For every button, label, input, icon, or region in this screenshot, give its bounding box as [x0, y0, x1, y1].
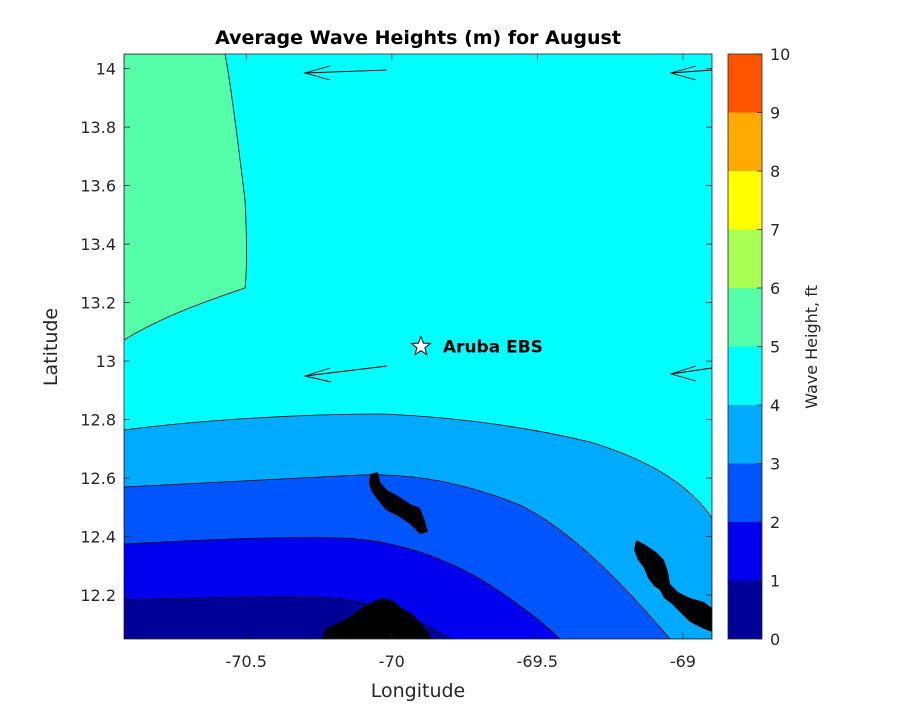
y-tick-label: 12.2: [80, 586, 116, 605]
y-tick-label: 12.8: [80, 411, 116, 430]
colorbar-band: [728, 112, 762, 171]
y-axis-label: Latitude: [40, 308, 62, 386]
x-axis: -70.5 -70 -69.5 -69: [226, 54, 696, 671]
colorbar-tick-label: 3: [770, 455, 780, 474]
colorbar-tick-label: 1: [770, 572, 780, 591]
y-tick-label: 13: [96, 352, 116, 371]
y-tick-label: 12.4: [80, 528, 116, 547]
direction-arrow: [669, 365, 712, 382]
colorbar-tick-label: 4: [770, 396, 780, 415]
contour-plot: [124, 54, 712, 639]
colorbar-tick-label: 8: [770, 162, 780, 181]
direction-arrow: [669, 65, 712, 81]
colorbar-label: Wave Height, ft: [802, 285, 821, 409]
direction-arrows: [303, 65, 712, 383]
x-tick-label: -70.5: [226, 652, 267, 671]
mainland-coast: [322, 598, 432, 639]
y-tick-label: 14: [96, 60, 116, 79]
colorbar-tick-label: 6: [770, 279, 780, 298]
colorbar-band: [728, 405, 762, 464]
band-5-6: [124, 54, 247, 341]
colorbar-band: [728, 229, 762, 288]
colorbar-tick-label: 7: [770, 221, 780, 240]
direction-arrow: [303, 65, 388, 81]
colorbar-band: [728, 463, 762, 522]
colorbar-band: [728, 54, 762, 113]
colorbar-tick-label: 2: [770, 513, 780, 532]
x-tick-label: -69: [670, 652, 696, 671]
y-tick-label: 12.6: [80, 469, 116, 488]
y-axis: 12.2 12.4 12.6 12.8 13 13.2 13.4 13.6 13.8 14: [80, 60, 712, 605]
x-tick-label: -69.5: [517, 652, 558, 671]
y-tick-label: 13.8: [80, 118, 116, 137]
colorbar-tick-label: 9: [770, 104, 780, 123]
site-marker: Aruba EBS: [410, 335, 543, 358]
island-aruba: [369, 472, 428, 534]
x-tick-label: -70: [379, 652, 405, 671]
colorbar-band: [728, 522, 762, 581]
colorbar-tick-label: 10: [770, 45, 790, 64]
colorbar-band: [728, 288, 762, 347]
plot-frame: [123, 53, 713, 640]
chart-title: Average Wave Heights (m) for August: [215, 27, 621, 49]
y-tick-label: 13.4: [80, 235, 116, 254]
colorbar-tick-label: 0: [770, 630, 780, 649]
colorbar-band: [728, 346, 762, 405]
colorbar-band: [728, 580, 762, 639]
direction-arrow: [303, 365, 388, 383]
star-marker: [410, 335, 432, 356]
site-label: Aruba EBS: [443, 338, 543, 358]
island-curacao: [634, 540, 712, 632]
colorbar-tick-label: 5: [770, 338, 780, 357]
colorbar: 0 1 2 3 4 5 6 7 8 9 10: [727, 45, 790, 649]
y-tick-label: 13.2: [80, 294, 116, 313]
x-axis-label: Longitude: [371, 680, 466, 702]
colorbar-band: [728, 171, 762, 230]
y-tick-label: 13.6: [80, 177, 116, 196]
